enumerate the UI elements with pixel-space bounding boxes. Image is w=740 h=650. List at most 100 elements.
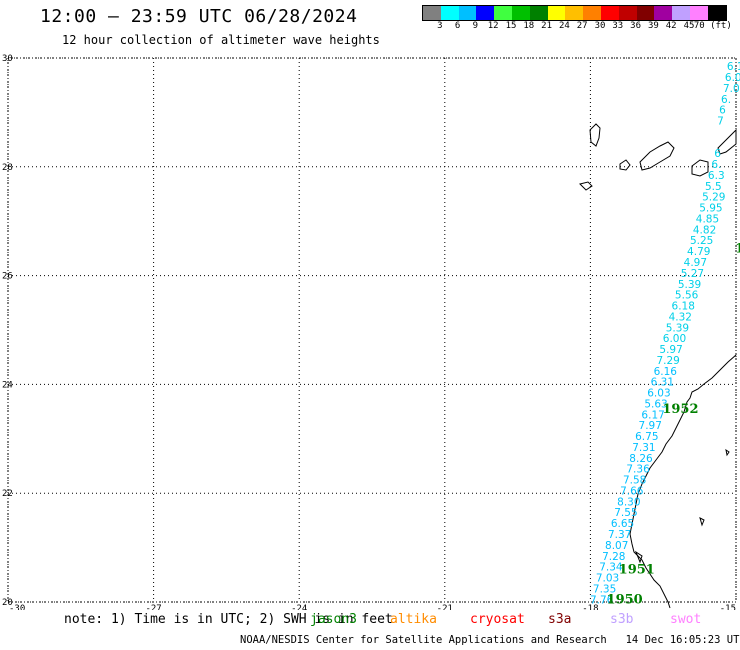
- islet-a: [725, 448, 730, 457]
- swh-value-label: 7.0: [723, 83, 740, 95]
- x-tick-label: -15: [720, 604, 736, 610]
- coastlines: [579, 123, 737, 609]
- swh-value-label: 8.07: [605, 540, 628, 552]
- pass-time-label: 1951: [619, 562, 655, 577]
- islet-b: [699, 517, 705, 527]
- swh-value-label: 7.76: [590, 594, 614, 606]
- banc-arguin: [634, 550, 643, 564]
- legend-swatch: [423, 6, 441, 20]
- legend-swatch: [511, 6, 530, 20]
- chart-subtitle: 12 hour collection of altimeter wave hei…: [62, 33, 380, 47]
- legend-swatch: [440, 6, 459, 20]
- x-tick-label: -27: [145, 604, 161, 610]
- swh-value-label: 5.63: [644, 398, 667, 410]
- island-la-palma: [589, 123, 601, 147]
- y-tick-label: 30: [2, 54, 13, 64]
- pass-time-labels: 1950 1951 1952 1: [607, 241, 740, 607]
- legend-tick-label: 45: [683, 21, 695, 31]
- satellite-label-swot: swot: [670, 612, 702, 627]
- legend-tick-label: 6: [454, 21, 461, 31]
- swh-value-label: 6: [719, 105, 726, 117]
- legend-tick-label: 21: [541, 21, 553, 31]
- island-hierro: [579, 181, 593, 191]
- swh-value-label: 4.32: [669, 311, 692, 323]
- african-coastline: [629, 354, 737, 609]
- swh-value-label: 7.34: [599, 562, 623, 574]
- swh-value-label: 6.1: [727, 61, 740, 73]
- legend-swatch: [689, 6, 708, 20]
- satellite-label-cryosat: cryosat: [470, 612, 525, 627]
- legend-tick-label: 27: [576, 21, 588, 31]
- color-legend-bar: [422, 5, 727, 21]
- x-tick-label: -30: [9, 604, 25, 610]
- legend-swatch: [529, 6, 548, 20]
- y-tick-label: 22: [2, 489, 13, 499]
- swh-value-label: 7: [717, 116, 724, 128]
- swh-value-label: 8.30: [617, 496, 640, 508]
- legend-tick-label: 36: [630, 21, 642, 31]
- y-tick-label: 26: [2, 272, 13, 282]
- swh-value-label: 6.0: [725, 72, 740, 84]
- note-text: note: 1) Time is in UTC; 2) SWH is in fe…: [64, 612, 393, 627]
- swh-value-label: 5.56: [675, 290, 699, 302]
- swh-value-label: 5.97: [659, 344, 682, 356]
- swh-value-label: 8.26: [629, 453, 653, 465]
- axis-tick-labels: -30 -27 -24 -21 -18 -15 20 22 24 26 28 30: [2, 54, 736, 610]
- pass-time-label: 1952: [662, 402, 698, 417]
- swh-value-label: 7.03: [596, 573, 619, 585]
- swh-value-label: 5.95: [699, 203, 722, 215]
- island-gran-canaria: [691, 159, 709, 177]
- swh-value-label: 7.29: [656, 355, 679, 367]
- swh-value-label: 7.66: [620, 485, 644, 497]
- swh-value-label: 7.31: [632, 442, 655, 454]
- swh-value-label: 7.37: [608, 529, 631, 541]
- legend-swatch: [600, 6, 619, 20]
- swh-value-label: 5.5: [705, 181, 722, 193]
- legend-swatch: [636, 6, 655, 20]
- swh-value-label: 7.36: [626, 464, 650, 476]
- legend-tick-label: 30: [594, 21, 606, 31]
- swh-value-label: 6.: [721, 94, 731, 106]
- y-tick-label: 24: [2, 380, 13, 390]
- swh-value-label: 4.85: [696, 213, 719, 225]
- x-tick-label: -24: [291, 604, 307, 610]
- swh-value-label: 6.16: [654, 366, 678, 378]
- swh-value-label: 5.27: [681, 268, 704, 280]
- satellite-label-jason3: jason3: [310, 612, 357, 627]
- swh-value-label: 4.79: [687, 246, 710, 258]
- pass-time-label: 1: [735, 241, 740, 256]
- legend-swatch: [618, 6, 637, 20]
- pass-time-label: 1950: [607, 592, 643, 607]
- swh-value-label: 5.25: [690, 235, 713, 247]
- legend-swatch: [583, 6, 601, 20]
- swh-value-label: 5.29: [702, 192, 725, 204]
- swh-value-label: 7.97: [639, 420, 662, 432]
- legend-tick-label: 3: [437, 21, 443, 31]
- swh-value-label: 6.00: [663, 333, 686, 345]
- chart-title: 12:00 — 23:59 UTC 06/28/2024: [40, 6, 358, 27]
- footer-credit: NOAA/NESDIS Center for Satellite Applica…: [240, 634, 740, 646]
- island-tenerife: [639, 141, 675, 171]
- legend-swatch: [707, 6, 726, 20]
- legend-tick-label: 18: [523, 21, 535, 31]
- swh-value-label: 6.18: [672, 301, 695, 313]
- legend-tick-label: 15: [505, 21, 517, 31]
- altimeter-track: 7.767.357.037.347.288.077.376.657.558.30…: [590, 61, 740, 606]
- swh-value-label: 5.39: [666, 322, 689, 334]
- swh-value-label: 6.3: [708, 170, 725, 182]
- legend-swatch: [654, 6, 673, 20]
- x-tick-label: -18: [582, 604, 598, 610]
- island-fuerteventura: [717, 128, 737, 155]
- island-gomera: [619, 159, 631, 171]
- swh-value-label: 6.75: [635, 431, 658, 443]
- grid-lines: [7, 57, 737, 603]
- legend-tick-label: 70 (ft): [693, 21, 732, 31]
- legend-tick-label: 24: [558, 21, 570, 31]
- legend-tick-label: 33: [612, 21, 624, 31]
- swh-value-label: 6.65: [611, 518, 634, 530]
- swh-value-label: 7.55: [614, 507, 637, 519]
- satellite-label-s3a: s3a: [548, 612, 572, 627]
- y-tick-label: 20: [2, 598, 13, 608]
- swh-value-label: 6.31: [651, 377, 674, 389]
